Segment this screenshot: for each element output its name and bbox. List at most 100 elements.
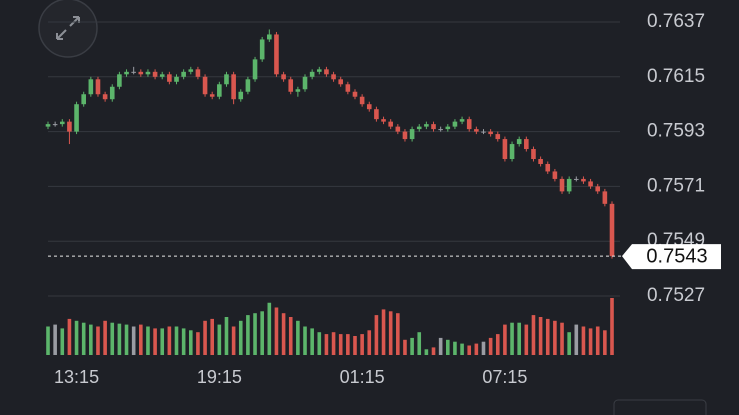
candle-body	[159, 74, 165, 77]
candle-body	[145, 71, 151, 75]
candle-body	[124, 71, 129, 75]
volume-bar	[560, 322, 564, 355]
y-tick-label: 0.7637	[647, 11, 705, 32]
candle-body	[374, 109, 379, 120]
volume-bar	[188, 330, 193, 355]
volume-bar	[360, 334, 364, 355]
volume-bar	[131, 326, 136, 355]
volume-bar	[545, 318, 550, 355]
candle-body	[245, 79, 251, 92]
volume-bar	[310, 328, 314, 355]
candle-body	[495, 134, 501, 140]
volume-bar	[403, 339, 407, 355]
candle-body	[288, 79, 294, 92]
volume-bar	[89, 324, 93, 355]
candle-body	[609, 203, 615, 257]
candle-body	[309, 71, 315, 77]
volume-bar	[453, 341, 457, 355]
candle-body	[331, 74, 336, 80]
candle-body	[52, 124, 58, 126]
candle-body	[359, 96, 365, 105]
volume-bar	[324, 334, 329, 355]
candle-body	[566, 178, 572, 192]
candle-body	[409, 129, 415, 140]
x-tick-label: 01:15	[340, 367, 385, 387]
candle-body	[502, 139, 508, 159]
volume-bar	[445, 339, 450, 355]
candle-body	[217, 84, 222, 97]
volume-bar	[553, 320, 557, 355]
candle-body	[95, 79, 101, 95]
candle-body	[167, 74, 172, 82]
volume-bar	[510, 322, 514, 355]
candle-body	[295, 89, 301, 92]
volume-bar	[153, 328, 157, 355]
volume-bar	[588, 328, 593, 355]
candle-body	[381, 119, 386, 122]
candle-body	[259, 39, 265, 60]
candle-body	[552, 171, 558, 179]
volume-bar	[396, 313, 400, 355]
candle-body	[538, 159, 543, 164]
candle-body	[581, 178, 586, 182]
volume-bar	[146, 326, 150, 355]
candle-body	[416, 126, 422, 130]
volume-bar	[595, 326, 600, 355]
volume-bar	[181, 328, 186, 355]
candle-body	[588, 181, 593, 187]
volume-bar	[238, 320, 243, 355]
volume-bar	[67, 318, 72, 355]
candle-body	[402, 131, 408, 140]
candle-body	[388, 121, 393, 127]
candle-body	[366, 104, 372, 110]
volume-bar	[110, 322, 115, 355]
volume-bar	[196, 332, 200, 355]
volume-bar	[81, 322, 86, 355]
volume-bar	[388, 311, 393, 355]
volume-bar	[203, 320, 207, 355]
current-price-box	[622, 244, 721, 270]
volume-bar	[495, 334, 500, 355]
candle-body	[152, 71, 158, 77]
candle-body	[74, 104, 79, 132]
candle-body	[524, 139, 529, 150]
candle-body	[88, 79, 94, 95]
candle-body	[316, 69, 322, 72]
candle-body	[574, 178, 579, 180]
volume-bar	[431, 347, 436, 355]
candle-body	[267, 34, 272, 40]
volume-bar	[531, 315, 536, 355]
candle-body	[67, 121, 72, 132]
volume-bar	[567, 332, 571, 355]
volume-bar	[503, 324, 507, 355]
candle-body	[488, 131, 493, 135]
candle-body	[102, 94, 108, 100]
bottom-button[interactable]	[613, 399, 707, 415]
candle-body	[302, 76, 308, 90]
candle-body	[195, 69, 201, 77]
candle-body	[602, 191, 608, 204]
candle-body	[559, 178, 565, 192]
volume-bar	[481, 341, 486, 355]
candle-body	[117, 74, 122, 87]
candle-body	[324, 69, 329, 75]
candle-body	[202, 76, 208, 95]
candle-body	[231, 74, 236, 100]
volume-bar	[231, 326, 236, 355]
candle-body	[474, 129, 479, 132]
volume-bar	[581, 326, 586, 355]
volume-bar	[288, 317, 293, 355]
candle-body	[224, 74, 229, 85]
expand-button[interactable]	[38, 0, 98, 58]
volume-bar	[317, 332, 322, 355]
volume-bar	[174, 326, 179, 355]
volume-bar	[438, 337, 443, 355]
candle-body	[531, 149, 536, 159]
volume-bar	[467, 345, 472, 355]
candle-body	[81, 94, 86, 105]
volume-bar	[103, 320, 107, 355]
volume-bar	[410, 337, 414, 355]
volume-bar	[124, 324, 129, 355]
volume-bar	[460, 343, 464, 355]
volume-bar	[281, 313, 286, 355]
